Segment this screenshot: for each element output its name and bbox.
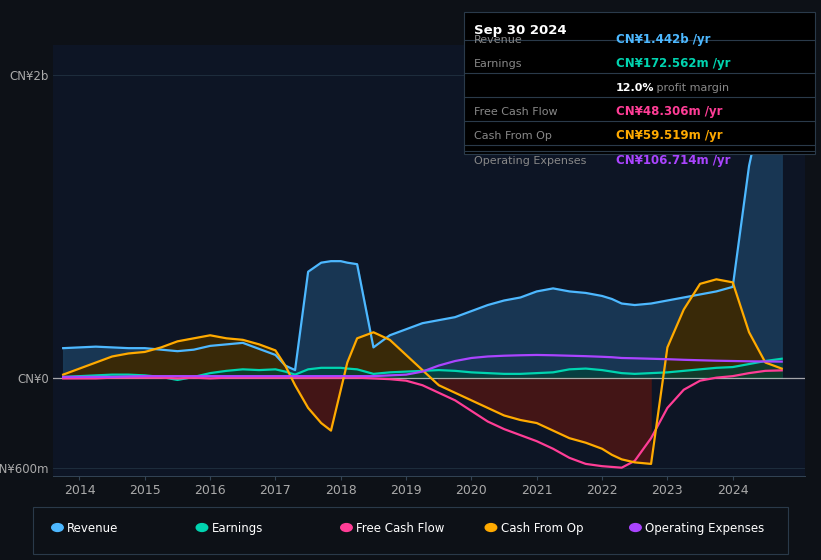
Text: 12.0%: 12.0% xyxy=(616,83,654,94)
Text: CN¥59.519m /yr: CN¥59.519m /yr xyxy=(616,129,722,142)
Text: profit margin: profit margin xyxy=(653,83,729,94)
Text: CN¥48.306m /yr: CN¥48.306m /yr xyxy=(616,105,722,118)
Text: CN¥1.442b /yr: CN¥1.442b /yr xyxy=(616,33,710,46)
Text: Earnings: Earnings xyxy=(474,59,522,69)
Text: CN¥172.562m /yr: CN¥172.562m /yr xyxy=(616,57,730,70)
Text: Cash From Op: Cash From Op xyxy=(474,132,552,142)
Text: Revenue: Revenue xyxy=(67,522,119,535)
Text: Revenue: Revenue xyxy=(474,35,522,45)
Text: Sep 30 2024: Sep 30 2024 xyxy=(474,24,566,36)
Text: CN¥106.714m /yr: CN¥106.714m /yr xyxy=(616,153,730,166)
Text: Earnings: Earnings xyxy=(212,522,264,535)
Text: Operating Expenses: Operating Expenses xyxy=(645,522,764,535)
Text: Free Cash Flow: Free Cash Flow xyxy=(356,522,445,535)
Text: Cash From Op: Cash From Op xyxy=(501,522,583,535)
Text: Free Cash Flow: Free Cash Flow xyxy=(474,108,557,118)
Text: Operating Expenses: Operating Expenses xyxy=(474,156,586,166)
